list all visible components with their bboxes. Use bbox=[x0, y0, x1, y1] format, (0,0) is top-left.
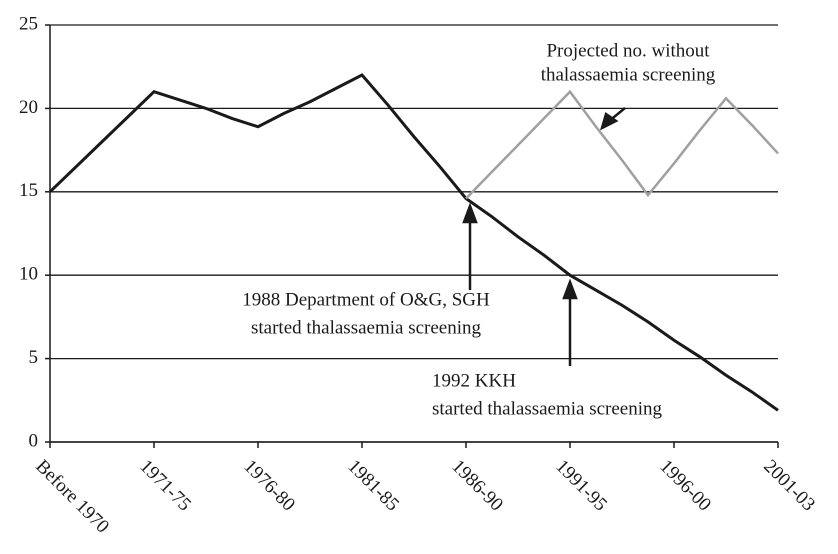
annotation-arrows bbox=[462, 107, 626, 366]
arrow-head bbox=[462, 202, 478, 224]
annotation: Projected no. without bbox=[546, 40, 710, 61]
arrow-head bbox=[600, 111, 619, 131]
y-tick-label: 20 bbox=[19, 97, 38, 118]
line-series bbox=[48, 73, 779, 412]
annotation: started thalassaemia screening bbox=[251, 317, 482, 338]
y-tick-label: 10 bbox=[19, 264, 38, 285]
annotation: thalassaemia screening bbox=[541, 64, 716, 85]
line-series bbox=[465, 89, 779, 200]
x-tick-label: Before 1970 bbox=[31, 456, 113, 538]
x-tick-label: 1986-90 bbox=[447, 456, 507, 516]
annotation: started thalassaemia screening bbox=[432, 398, 663, 419]
annotation: 1988 Department of O&G, SGH bbox=[242, 289, 490, 310]
y-tick-label: 5 bbox=[29, 347, 39, 368]
annotation: 1992 KKH bbox=[432, 370, 516, 391]
x-tick-label: 2001-03 bbox=[759, 456, 819, 516]
y-tick-label: 0 bbox=[29, 430, 39, 451]
x-tick-label: 1996-00 bbox=[655, 456, 715, 516]
y-tick-label: 25 bbox=[19, 13, 38, 34]
y-tick-label: 15 bbox=[19, 180, 38, 201]
x-tick-label: 1991-95 bbox=[551, 456, 611, 516]
arrow-head bbox=[562, 278, 578, 300]
x-tick-label: 1981-85 bbox=[343, 456, 403, 516]
x-tick-label: 1976-80 bbox=[239, 456, 299, 516]
x-tick-label: 1971-75 bbox=[135, 456, 195, 516]
